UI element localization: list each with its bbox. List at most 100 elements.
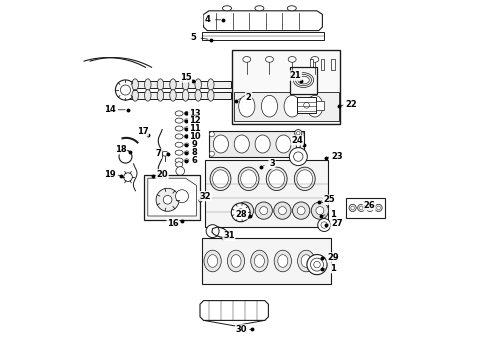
Ellipse shape: [238, 167, 259, 190]
Ellipse shape: [175, 150, 183, 155]
Ellipse shape: [311, 57, 319, 62]
Text: 16: 16: [167, 219, 179, 228]
Text: 2: 2: [245, 93, 251, 102]
Ellipse shape: [231, 255, 241, 267]
Ellipse shape: [185, 112, 189, 115]
Ellipse shape: [157, 90, 164, 101]
Text: 28: 28: [236, 210, 247, 219]
Ellipse shape: [175, 118, 183, 123]
Ellipse shape: [208, 90, 214, 101]
Ellipse shape: [208, 79, 214, 90]
Ellipse shape: [204, 250, 221, 272]
Ellipse shape: [251, 250, 268, 272]
Circle shape: [299, 151, 304, 156]
Ellipse shape: [266, 57, 273, 62]
Circle shape: [163, 195, 172, 204]
Ellipse shape: [132, 90, 139, 101]
Ellipse shape: [287, 6, 296, 11]
Ellipse shape: [145, 79, 151, 90]
Circle shape: [360, 206, 363, 210]
Ellipse shape: [162, 152, 169, 156]
Circle shape: [255, 202, 272, 219]
Text: 20: 20: [156, 170, 168, 179]
Ellipse shape: [210, 167, 231, 190]
Text: 27: 27: [331, 219, 343, 228]
Text: 3: 3: [269, 159, 275, 168]
Text: 25: 25: [324, 195, 336, 204]
Circle shape: [175, 190, 189, 203]
Text: 13: 13: [189, 109, 200, 118]
Text: 1: 1: [330, 210, 336, 219]
Circle shape: [377, 206, 380, 210]
Ellipse shape: [175, 134, 183, 139]
Bar: [144, 175, 200, 220]
Circle shape: [321, 222, 327, 228]
Ellipse shape: [243, 57, 251, 62]
Circle shape: [318, 219, 331, 231]
Text: 12: 12: [189, 116, 200, 125]
Text: 19: 19: [104, 170, 116, 179]
Bar: [128, 92, 231, 99]
Circle shape: [294, 152, 303, 161]
Bar: [297, 97, 316, 113]
Ellipse shape: [239, 95, 255, 117]
Ellipse shape: [175, 111, 183, 116]
Circle shape: [231, 203, 250, 222]
Ellipse shape: [255, 6, 264, 11]
Circle shape: [368, 206, 372, 210]
Ellipse shape: [213, 170, 228, 188]
Text: 11: 11: [189, 124, 200, 133]
Ellipse shape: [234, 135, 249, 153]
Text: 15: 15: [180, 73, 192, 82]
Circle shape: [278, 207, 286, 215]
Circle shape: [311, 202, 328, 219]
Ellipse shape: [288, 57, 296, 62]
Ellipse shape: [261, 95, 277, 117]
Circle shape: [358, 204, 365, 211]
Text: 14: 14: [104, 105, 116, 114]
Circle shape: [297, 207, 305, 215]
Text: 8: 8: [192, 148, 197, 157]
Ellipse shape: [274, 250, 292, 272]
Bar: [310, 59, 314, 70]
Ellipse shape: [185, 151, 189, 154]
Ellipse shape: [297, 170, 313, 188]
Ellipse shape: [222, 6, 231, 11]
Polygon shape: [295, 133, 301, 148]
Circle shape: [119, 150, 132, 163]
Ellipse shape: [185, 135, 189, 138]
Ellipse shape: [195, 79, 201, 90]
Ellipse shape: [132, 79, 139, 90]
Text: 32: 32: [199, 192, 211, 201]
Text: 6: 6: [192, 156, 197, 165]
Bar: [202, 238, 331, 284]
Ellipse shape: [182, 79, 189, 90]
Ellipse shape: [185, 159, 189, 162]
Ellipse shape: [297, 250, 315, 272]
Text: 5: 5: [190, 33, 196, 42]
Ellipse shape: [295, 75, 312, 86]
Ellipse shape: [241, 170, 257, 188]
Circle shape: [293, 202, 310, 219]
Ellipse shape: [185, 127, 189, 130]
Polygon shape: [148, 178, 196, 216]
Text: 29: 29: [327, 253, 339, 262]
Ellipse shape: [254, 255, 265, 267]
Ellipse shape: [175, 162, 183, 167]
Circle shape: [316, 207, 324, 215]
Ellipse shape: [157, 79, 164, 90]
Circle shape: [241, 207, 249, 215]
Bar: [331, 59, 335, 70]
Ellipse shape: [195, 90, 201, 101]
Ellipse shape: [278, 255, 288, 267]
Bar: [320, 59, 324, 70]
Text: 18: 18: [115, 145, 126, 154]
Text: 10: 10: [189, 132, 200, 141]
Text: 9: 9: [192, 140, 197, 149]
Bar: [290, 67, 317, 94]
Ellipse shape: [294, 73, 314, 87]
Ellipse shape: [284, 95, 300, 117]
Ellipse shape: [208, 255, 218, 267]
Ellipse shape: [175, 158, 183, 163]
Ellipse shape: [182, 90, 189, 101]
